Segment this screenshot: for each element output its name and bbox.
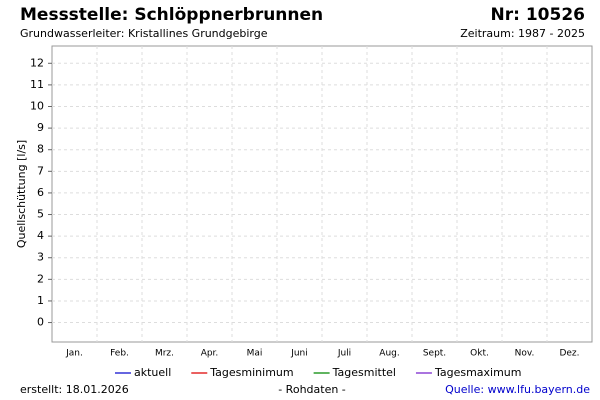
y-tick-label: 7: [37, 164, 44, 177]
source-link[interactable]: Quelle: www.lfu.bayern.de: [445, 383, 590, 396]
x-tick-label: Aug.: [379, 349, 399, 359]
x-tick-label: Feb.: [110, 349, 129, 359]
x-tick-label: Dez.: [559, 349, 579, 359]
y-tick-label: 6: [37, 186, 44, 199]
y-tick-label: 9: [37, 121, 44, 134]
x-tick-label: Nov.: [515, 349, 535, 359]
x-tick-label: Mai: [247, 349, 263, 359]
chart-subtitle: Grundwasserleiter: Kristallines Grundgeb…: [20, 27, 268, 40]
y-tick-label: 8: [37, 143, 44, 156]
x-tick-label: Sept.: [423, 349, 446, 359]
legend-label: Tagesmittel: [332, 366, 396, 379]
legend-label: Tagesmaximum: [434, 366, 522, 379]
y-tick-label: 1: [37, 294, 44, 307]
period: Zeitraum: 1987 - 2025: [460, 27, 585, 40]
station-number: Nr: 10526: [491, 5, 585, 25]
data-note: - Rohdaten -: [278, 383, 346, 396]
y-tick-label: 5: [37, 208, 44, 221]
y-tick-label: 4: [37, 229, 44, 242]
legend-label: aktuell: [134, 366, 171, 379]
x-tick-label: Jan.: [65, 349, 83, 359]
x-tick-label: Juni: [290, 349, 308, 359]
y-axis-label: Quellschüttung [l/s]: [15, 140, 28, 248]
created-date: erstellt: 18.01.2026: [20, 383, 129, 396]
y-tick-label: 12: [30, 56, 44, 69]
legend-label: Tagesminimum: [209, 366, 293, 379]
x-tick-label: Apr.: [201, 349, 219, 359]
x-tick-label: Mrz.: [155, 349, 174, 359]
y-tick-label: 0: [37, 316, 44, 329]
y-tick-label: 3: [37, 251, 44, 264]
chart-title: Messstelle: Schlöppnerbrunnen: [20, 5, 323, 25]
y-tick-label: 2: [37, 272, 44, 285]
y-tick-label: 11: [30, 78, 44, 91]
x-tick-label: Okt.: [470, 349, 489, 359]
y-tick-label: 10: [30, 99, 44, 112]
x-tick-label: Juli: [337, 349, 351, 359]
